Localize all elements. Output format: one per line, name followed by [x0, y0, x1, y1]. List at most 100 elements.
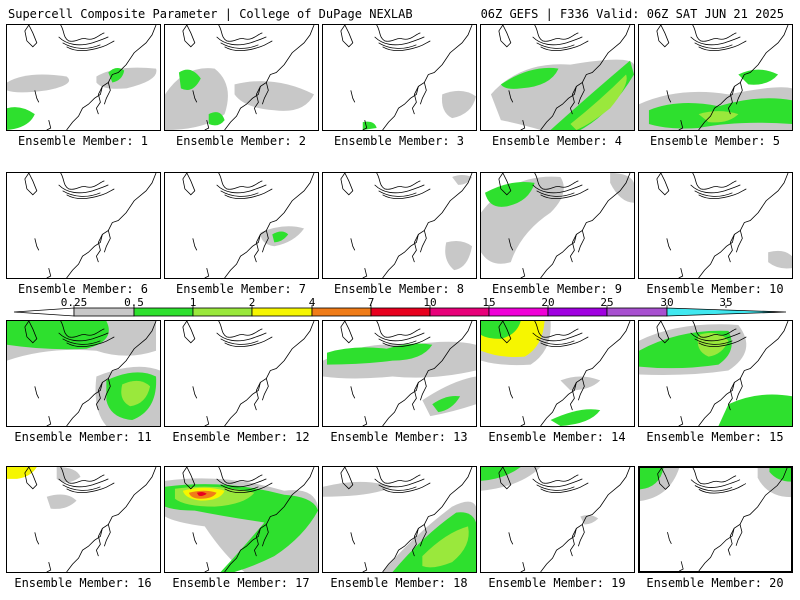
coastline — [362, 415, 368, 426]
coastline — [498, 25, 512, 48]
coastline — [508, 90, 514, 103]
coastline — [182, 467, 196, 490]
coastline — [24, 25, 38, 48]
coastline — [224, 482, 273, 493]
coastline — [374, 36, 425, 46]
coastline — [224, 25, 315, 130]
ensemble-member-map — [480, 172, 635, 279]
scp-contour-area — [46, 494, 77, 509]
coastline — [678, 119, 684, 130]
coastline — [577, 378, 585, 401]
coastline — [382, 336, 431, 347]
colorbar-segment — [488, 307, 549, 317]
coastline — [378, 190, 417, 197]
scp-contour-area — [7, 74, 70, 93]
coastline — [62, 338, 101, 345]
coastline — [692, 25, 737, 42]
coastline — [382, 188, 431, 199]
coastline — [532, 36, 583, 46]
coastline — [735, 524, 743, 546]
scp-contour-area — [484, 182, 535, 207]
scp-contour-area — [698, 111, 739, 123]
coastline — [192, 532, 198, 545]
coastline — [735, 82, 743, 105]
coastline — [378, 42, 417, 49]
coastline — [58, 184, 109, 194]
coastline — [218, 321, 263, 338]
coastline — [224, 40, 273, 51]
scp-contour-area — [7, 467, 37, 479]
coastline — [666, 386, 672, 399]
coastline — [540, 336, 589, 347]
coastline — [216, 184, 267, 194]
coastline — [204, 415, 210, 426]
colorbar-segment — [311, 307, 372, 317]
coastline — [667, 532, 672, 544]
colorbar-threshold-label: 0.25 — [60, 296, 88, 309]
coastline — [376, 467, 421, 484]
colorbar-threshold-label: 20 — [541, 296, 555, 309]
coastline — [340, 25, 354, 48]
coastline — [66, 25, 157, 130]
colorbar-low-arrow — [13, 307, 75, 317]
ensemble-member-label: Ensemble Member: 8 — [333, 282, 465, 296]
coastline — [362, 119, 368, 130]
scp-contour-area — [121, 380, 151, 407]
map-canvas — [182, 173, 315, 278]
coastline — [58, 36, 109, 46]
coastline — [340, 467, 354, 490]
ensemble-member-label: Ensemble Member: 13 — [330, 430, 468, 444]
model-run-valid-time: 06Z GEFS | F336 Valid: 06Z SAT JUN 21 20… — [480, 7, 784, 21]
coastline — [66, 482, 115, 493]
ensemble-member-label: Ensemble Member: 9 — [491, 282, 623, 296]
coastline — [362, 561, 368, 572]
coastline — [60, 173, 105, 190]
map-canvas — [7, 321, 160, 426]
coastline — [182, 25, 196, 48]
coastline — [698, 25, 789, 130]
coastline — [532, 478, 583, 488]
coastline — [690, 332, 741, 342]
ensemble-member-map — [638, 172, 793, 279]
coastline — [577, 524, 585, 547]
coastline — [540, 467, 631, 572]
coastline — [46, 561, 52, 572]
coastline — [419, 230, 427, 253]
coastline — [192, 238, 198, 251]
ensemble-member-map — [322, 320, 477, 427]
map-canvas — [7, 467, 157, 572]
colorbar-threshold-label: 2 — [248, 296, 256, 309]
coastline — [678, 267, 684, 278]
coastline — [224, 321, 315, 426]
coastline — [350, 238, 356, 251]
coastline — [536, 338, 575, 345]
ensemble-member-label: Ensemble Member: 15 — [646, 430, 784, 444]
ensemble-member-label: Ensemble Member: 12 — [172, 430, 310, 444]
ensemble-member-label: Ensemble Member: 20 — [646, 576, 784, 590]
coastline — [411, 86, 419, 115]
coastline — [698, 188, 747, 199]
colorbar-threshold-label: 15 — [482, 296, 496, 309]
scp-contour-area — [481, 467, 521, 481]
coastline — [540, 321, 631, 426]
coastline — [103, 524, 111, 547]
scp-contour-area — [432, 395, 461, 413]
ensemble-member-label: Ensemble Member: 11 — [14, 430, 152, 444]
coastline — [103, 82, 111, 105]
coastline — [95, 234, 103, 263]
coastline — [520, 561, 526, 572]
coastline — [698, 173, 789, 278]
coastline — [350, 532, 356, 545]
coastline — [382, 25, 473, 130]
ensemble-member-map — [6, 320, 161, 427]
coastline — [540, 482, 589, 493]
colorbar-threshold-label: 25 — [600, 296, 614, 309]
coastline — [690, 36, 741, 46]
ensemble-member-label: Ensemble Member: 3 — [333, 134, 465, 148]
ensemble-member-label: Ensemble Member: 6 — [17, 282, 149, 296]
scp-contour-area — [580, 514, 599, 525]
map-canvas — [340, 25, 476, 130]
coastline — [46, 415, 52, 426]
colorbar-segment — [251, 307, 313, 317]
coastline — [62, 484, 101, 491]
